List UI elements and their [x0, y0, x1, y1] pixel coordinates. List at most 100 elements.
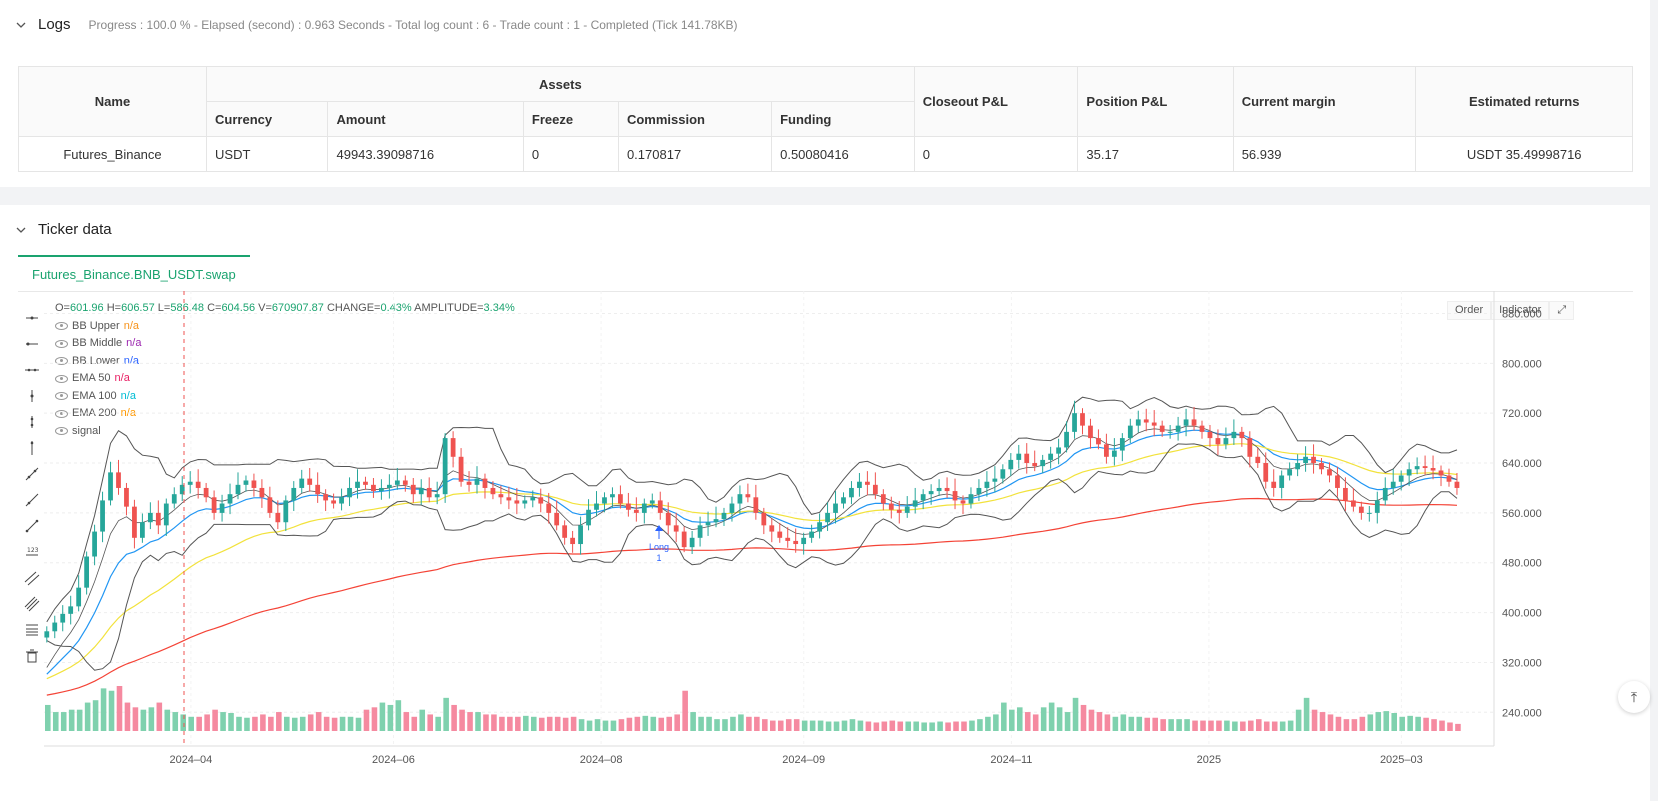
- volume-bar: [204, 714, 210, 731]
- volume-bar: [331, 717, 338, 731]
- trash-icon[interactable]: [20, 643, 44, 669]
- fullscreen-icon[interactable]: ⤢: [1549, 301, 1575, 320]
- volume-bar: [1112, 716, 1119, 731]
- col-commission: Commission: [617, 101, 773, 137]
- volume-bar: [554, 716, 561, 731]
- volume-bar: [60, 712, 67, 731]
- candle-body: [1303, 456, 1308, 464]
- volume-bar: [1351, 719, 1358, 731]
- x-tick-label: 2024–08: [580, 754, 623, 766]
- volume-bar: [849, 719, 856, 731]
- volume-bar: [570, 716, 577, 731]
- eye-icon[interactable]: [55, 374, 68, 383]
- col-assets: Assets: [206, 66, 915, 102]
- indicator-value: n/a: [120, 389, 136, 402]
- volume-bar: [1311, 709, 1318, 731]
- indicator-item[interactable]: signal: [55, 423, 515, 441]
- indicator-item[interactable]: EMA 50 n/a: [55, 370, 515, 388]
- candle-body: [1000, 469, 1006, 479]
- volume-bar: [491, 714, 497, 731]
- volume-bar: [634, 716, 641, 731]
- extended-line-icon[interactable]: [20, 357, 44, 383]
- volume-bar: [1248, 720, 1254, 731]
- indicator-button[interactable]: Indicator: [1491, 301, 1550, 320]
- indicator-value: n/a: [114, 372, 130, 384]
- eye-icon[interactable]: [55, 322, 68, 331]
- volume-bar: [252, 716, 258, 731]
- volume-bar: [1152, 717, 1158, 731]
- col-name: Name: [17, 66, 208, 137]
- volume-bar: [443, 697, 449, 731]
- volume-bar: [523, 715, 529, 731]
- volume-bar: [228, 713, 234, 731]
- volume-bar: [1128, 716, 1135, 731]
- candle-body: [1215, 438, 1221, 445]
- candle-body: [633, 509, 639, 513]
- ticker-header[interactable]: Ticker data: [16, 221, 112, 238]
- segment-icon[interactable]: [20, 513, 44, 539]
- chevron-down-icon[interactable]: [16, 20, 26, 30]
- horizontal-ray-icon[interactable]: [20, 331, 44, 357]
- candle-body: [1438, 470, 1444, 476]
- c-label: C=: [207, 302, 222, 314]
- horizontal-line-icon[interactable]: [20, 305, 44, 331]
- vertical-ray-icon[interactable]: [20, 435, 44, 461]
- volume-bar: [889, 720, 896, 731]
- candle-body: [450, 438, 456, 457]
- indicator-item[interactable]: BB Lower n/a: [55, 353, 515, 371]
- parallel-channel-icon[interactable]: [20, 565, 44, 591]
- candle-body: [363, 481, 368, 485]
- scroll-to-top-button[interactable]: ⤒: [1618, 681, 1650, 713]
- cell-freeze: 0: [522, 136, 619, 172]
- indicator-item[interactable]: EMA 100 n/a: [55, 388, 515, 406]
- volume-bar: [1224, 720, 1230, 731]
- pitchfork-icon[interactable]: [20, 591, 44, 617]
- candle-body: [124, 487, 129, 507]
- candle-body: [960, 500, 966, 504]
- candle-body: [769, 525, 775, 532]
- vertical-line-icon[interactable]: [20, 383, 44, 409]
- col-position: Position P&L: [1077, 66, 1234, 137]
- volume-bar: [881, 721, 888, 731]
- indicator-item[interactable]: BB Middle n/a: [55, 335, 515, 353]
- candle-body: [952, 491, 958, 501]
- volume-bar: [1080, 704, 1087, 731]
- volume-bar: [92, 700, 99, 731]
- eye-icon[interactable]: [55, 357, 68, 366]
- price-range-icon[interactable]: 123: [20, 539, 44, 565]
- logs-header[interactable]: Logs Progress : 100.0 % - Elapsed (secon…: [16, 16, 738, 33]
- volume-bar: [1032, 714, 1039, 731]
- volume-bar: [276, 712, 282, 731]
- volume-bar: [411, 716, 418, 731]
- candle-body: [44, 631, 50, 638]
- ema100-line: [46, 443, 1458, 680]
- volume-bar: [953, 721, 959, 731]
- tab-symbol[interactable]: Futures_Binance.BNB_USDT.swap: [18, 255, 250, 291]
- chevron-down-icon[interactable]: [16, 225, 26, 235]
- candle-body: [522, 500, 528, 504]
- eye-icon[interactable]: [55, 409, 68, 418]
- candle-body: [689, 537, 695, 548]
- ray-icon[interactable]: [20, 487, 44, 513]
- volume-bar: [714, 719, 720, 731]
- candle-body: [705, 522, 711, 526]
- eye-icon[interactable]: [55, 392, 68, 401]
- volume-bar: [1367, 714, 1374, 731]
- candle-body: [68, 606, 74, 614]
- eye-icon[interactable]: [55, 339, 68, 348]
- fib-levels-icon[interactable]: [20, 617, 44, 643]
- candle-body: [315, 484, 321, 495]
- candle-body: [753, 497, 759, 513]
- volume-bar: [220, 712, 226, 731]
- v-label: V=: [258, 302, 272, 314]
- volume-bar: [706, 716, 712, 731]
- vertical-segment-icon[interactable]: [20, 409, 44, 435]
- candle-body: [586, 509, 591, 526]
- trend-line-icon[interactable]: [20, 461, 44, 487]
- price-chart[interactable]: 880.000 800.000 720.000 640.000 560.000 480.0…: [44, 291, 1609, 801]
- volume-bar: [833, 721, 840, 731]
- eye-icon[interactable]: [55, 427, 68, 436]
- candle-body: [944, 487, 950, 492]
- indicator-item[interactable]: BB Upper n/a: [55, 318, 515, 336]
- l-value: 586.48: [170, 302, 204, 314]
